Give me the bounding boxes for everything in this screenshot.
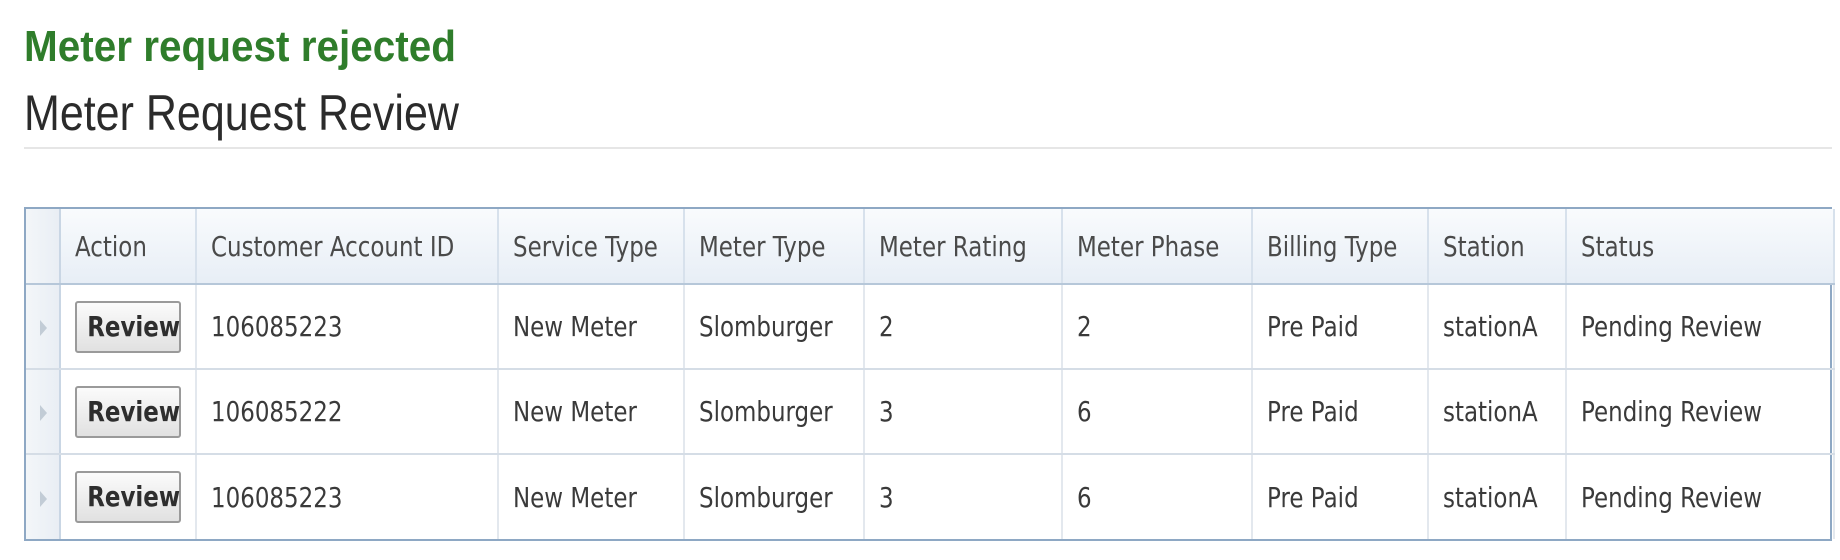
customer-account-id: 106085223 — [211, 310, 343, 343]
customer-account-id-cell: 106085223 — [196, 454, 499, 539]
column-header-label: Station — [1443, 229, 1525, 263]
billing-type: Pre Paid — [1267, 480, 1359, 514]
service-type-cell: New Meter — [498, 369, 685, 455]
column-header-service-type[interactable]: Service Type — [498, 209, 685, 285]
billing-type-cell: Pre Paid — [1252, 284, 1429, 370]
column-header-label: Meter Type — [699, 229, 826, 263]
row-indicator-icon — [40, 320, 47, 336]
column-header-label: Meter Rating — [879, 229, 1027, 263]
action-cell: Review — [60, 454, 197, 539]
column-header-billing-type[interactable]: Billing Type — [1252, 209, 1429, 285]
row-selector-header — [26, 209, 61, 285]
column-header-label: Status — [1581, 229, 1655, 263]
status-cell: Pending Review — [1566, 284, 1835, 370]
page-title: Meter Request Review — [24, 85, 459, 141]
status: Pending Review — [1581, 310, 1763, 343]
column-header-customer-account-id[interactable]: Customer Account ID — [196, 209, 499, 285]
review-button-label: Review — [87, 480, 181, 513]
status: Pending Review — [1581, 480, 1763, 514]
column-header-label: Action — [75, 229, 147, 263]
review-button-label: Review — [87, 394, 181, 428]
column-header-station[interactable]: Station — [1428, 209, 1567, 285]
station-cell: stationA — [1428, 369, 1567, 455]
meter-phase: 6 — [1077, 395, 1092, 428]
meter-type: Slomburger — [699, 395, 833, 428]
column-header-meter-rating[interactable]: Meter Rating — [864, 209, 1063, 285]
station: stationA — [1443, 395, 1538, 428]
billing-type-cell: Pre Paid — [1252, 454, 1429, 539]
meter-request-table: Action Customer Account ID Service Type … — [26, 209, 1835, 539]
column-header-meter-phase[interactable]: Meter Phase — [1062, 209, 1253, 285]
column-header-label: Service Type — [513, 229, 658, 263]
column-header-label: Customer Account ID — [211, 229, 455, 263]
meter-rating-cell: 2 — [864, 284, 1063, 370]
service-type: New Meter — [513, 310, 637, 343]
service-type: New Meter — [513, 480, 637, 514]
column-header-meter-type[interactable]: Meter Type — [684, 209, 865, 285]
service-type-cell: New Meter — [498, 284, 685, 370]
station-cell: stationA — [1428, 284, 1567, 370]
billing-type: Pre Paid — [1267, 310, 1359, 343]
table-row[interactable]: Review 106085223 New Meter Slomburger 2 … — [26, 284, 1835, 370]
meter-type-cell: Slomburger — [684, 454, 865, 539]
status: Pending Review — [1581, 395, 1763, 428]
column-header-action[interactable]: Action — [60, 209, 197, 285]
customer-account-id: 106085222 — [211, 395, 343, 428]
row-selector[interactable] — [26, 369, 61, 455]
table-row[interactable]: Review 106085223 New Meter Slomburger 3 … — [26, 454, 1835, 539]
billing-type-cell: Pre Paid — [1252, 369, 1429, 455]
row-indicator-icon — [40, 490, 47, 507]
station: stationA — [1443, 480, 1538, 514]
review-button[interactable]: Review — [75, 385, 181, 438]
meter-rating: 2 — [879, 310, 894, 343]
action-cell: Review — [60, 284, 197, 370]
column-header-status[interactable]: Status — [1566, 209, 1835, 285]
meter-type: Slomburger — [699, 480, 833, 514]
customer-account-id-cell: 106085223 — [196, 284, 499, 370]
meter-phase-cell: 6 — [1062, 369, 1253, 455]
row-indicator-icon — [40, 405, 47, 421]
meter-rating: 3 — [879, 480, 894, 514]
customer-account-id-cell: 106085222 — [196, 369, 499, 455]
station-cell: stationA — [1428, 454, 1567, 539]
table-header-row: Action Customer Account ID Service Type … — [26, 209, 1835, 285]
table-row[interactable]: Review 106085222 New Meter Slomburger 3 … — [26, 369, 1835, 455]
alert-message: Meter request rejected — [24, 22, 456, 71]
meter-phase: 2 — [1077, 310, 1092, 343]
meter-phase-cell: 6 — [1062, 454, 1253, 539]
meter-type: Slomburger — [699, 310, 833, 343]
meter-rating: 3 — [879, 395, 894, 428]
customer-account-id: 106085223 — [211, 480, 343, 514]
review-button[interactable]: Review — [75, 300, 181, 353]
meter-phase-cell: 2 — [1062, 284, 1253, 370]
meter-phase: 6 — [1077, 480, 1092, 514]
station: stationA — [1443, 310, 1538, 343]
status-cell: Pending Review — [1566, 369, 1835, 455]
meter-type-cell: Slomburger — [684, 369, 865, 455]
meter-type-cell: Slomburger — [684, 284, 865, 370]
billing-type: Pre Paid — [1267, 395, 1359, 428]
row-selector[interactable] — [26, 454, 61, 539]
meter-request-grid: Action Customer Account ID Service Type … — [24, 207, 1835, 541]
status-cell: Pending Review — [1566, 454, 1835, 539]
review-button-label: Review — [87, 309, 181, 343]
meter-rating-cell: 3 — [864, 454, 1063, 539]
service-type: New Meter — [513, 395, 637, 428]
review-button[interactable]: Review — [75, 471, 181, 523]
action-cell: Review — [60, 369, 197, 455]
meter-rating-cell: 3 — [864, 369, 1063, 455]
column-header-label: Meter Phase — [1077, 229, 1220, 263]
row-selector[interactable] — [26, 284, 61, 370]
service-type-cell: New Meter — [498, 454, 685, 539]
title-divider — [24, 147, 1832, 149]
column-header-label: Billing Type — [1267, 229, 1398, 263]
